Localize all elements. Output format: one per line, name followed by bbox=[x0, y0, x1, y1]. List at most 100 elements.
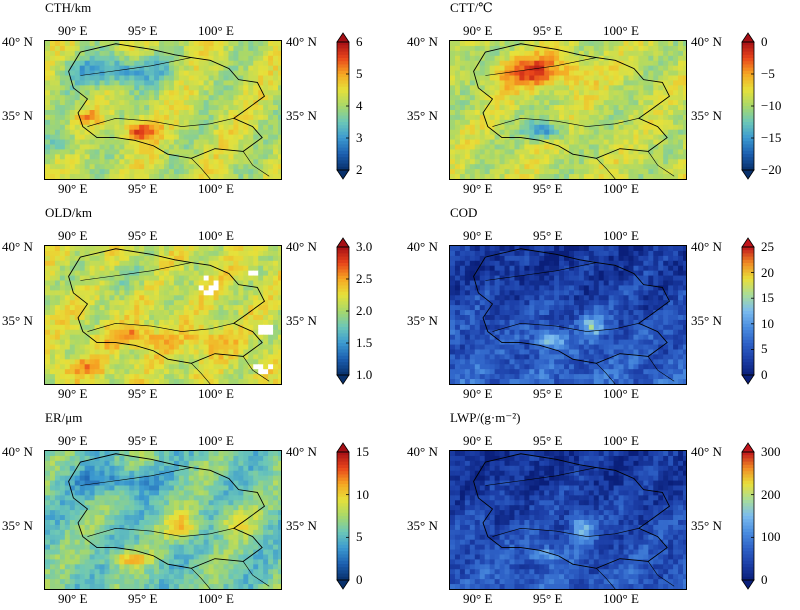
lon-label-bottom: 100° E bbox=[603, 387, 639, 401]
lon-label-top: 100° E bbox=[198, 434, 234, 448]
lat-label-left: 35° N bbox=[2, 314, 33, 328]
colorbar-tick-label: 0 bbox=[761, 35, 768, 49]
lon-label-top: 95° E bbox=[533, 229, 562, 243]
colorbar-tick-label: 200 bbox=[761, 488, 781, 502]
lon-label-bottom: 100° E bbox=[198, 387, 234, 401]
lon-label-top: 95° E bbox=[128, 24, 157, 38]
colorbar-tick-label: 1.0 bbox=[356, 368, 372, 382]
lon-label-top: 100° E bbox=[603, 229, 639, 243]
colorbar bbox=[336, 237, 350, 385]
field-raster bbox=[450, 246, 686, 384]
field-raster bbox=[45, 41, 281, 179]
lat-label-left: 35° N bbox=[407, 314, 438, 328]
colorbar-tick-label: −20 bbox=[761, 163, 781, 177]
colorbar-tick-label: 5 bbox=[356, 67, 363, 81]
panel-title: LWP/(g·m⁻²) bbox=[450, 410, 520, 426]
map-plot bbox=[449, 40, 687, 180]
lon-label-top: 100° E bbox=[603, 434, 639, 448]
panel-title: ER/μm bbox=[45, 410, 82, 426]
colorbar-tick-label: 5 bbox=[356, 530, 363, 544]
lat-label-right: 40° N bbox=[691, 240, 722, 254]
lat-label-right: 40° N bbox=[286, 445, 317, 459]
lat-label-right: 35° N bbox=[286, 519, 317, 533]
colorbar-tick-label: −15 bbox=[761, 131, 781, 145]
lon-label-bottom: 95° E bbox=[128, 182, 157, 196]
colorbar-tick-label: 20 bbox=[761, 266, 774, 280]
colorbar-tick-label: 3 bbox=[356, 131, 363, 145]
colorbar-tick-label: 0 bbox=[761, 573, 768, 587]
lon-label-top: 95° E bbox=[128, 229, 157, 243]
lat-label-left: 40° N bbox=[407, 445, 438, 459]
lon-label-bottom: 95° E bbox=[533, 387, 562, 401]
lat-label-right: 40° N bbox=[286, 35, 317, 49]
field-raster bbox=[45, 451, 281, 589]
colorbar bbox=[741, 32, 755, 180]
colorbar-tick-label: −10 bbox=[761, 99, 781, 113]
lon-label-top: 90° E bbox=[463, 229, 492, 243]
field-raster bbox=[450, 451, 686, 589]
lon-label-top: 100° E bbox=[198, 229, 234, 243]
lon-label-top: 100° E bbox=[198, 24, 234, 38]
lat-label-right: 35° N bbox=[691, 519, 722, 533]
lat-label-left: 35° N bbox=[407, 109, 438, 123]
colorbar-tick-label: 10 bbox=[761, 317, 774, 331]
colorbar-tick-label: 6 bbox=[356, 35, 363, 49]
panel-title: CTH/km bbox=[45, 0, 91, 16]
colorbar-tick-label: 0 bbox=[356, 573, 363, 587]
colorbar-tick-label: 2.5 bbox=[356, 272, 372, 286]
colorbar-tick-label: 300 bbox=[761, 445, 781, 459]
colorbar-tick-label: 15 bbox=[356, 445, 369, 459]
lon-label-top: 95° E bbox=[533, 434, 562, 448]
colorbar-tick-label: −5 bbox=[761, 67, 775, 81]
colorbar bbox=[741, 442, 755, 590]
lon-label-top: 95° E bbox=[128, 434, 157, 448]
lat-label-right: 40° N bbox=[691, 35, 722, 49]
lon-label-top: 90° E bbox=[58, 434, 87, 448]
lat-label-left: 40° N bbox=[2, 445, 33, 459]
lon-label-bottom: 95° E bbox=[128, 387, 157, 401]
colorbar-tick-label: 15 bbox=[761, 291, 774, 305]
lat-label-right: 40° N bbox=[286, 240, 317, 254]
colorbar-tick-label: 25 bbox=[761, 240, 774, 254]
lat-label-left: 35° N bbox=[2, 109, 33, 123]
colorbar bbox=[336, 442, 350, 590]
lat-label-left: 40° N bbox=[2, 240, 33, 254]
lon-label-top: 90° E bbox=[463, 24, 492, 38]
lat-label-left: 35° N bbox=[2, 519, 33, 533]
colorbar-tick-label: 100 bbox=[761, 530, 781, 544]
lat-label-left: 35° N bbox=[407, 519, 438, 533]
colorbar-tick-label: 3.0 bbox=[356, 240, 372, 254]
lon-label-bottom: 100° E bbox=[198, 182, 234, 196]
lon-label-bottom: 90° E bbox=[58, 182, 87, 196]
field-raster bbox=[45, 246, 281, 384]
map-plot bbox=[44, 40, 282, 180]
lat-label-right: 40° N bbox=[691, 445, 722, 459]
colorbar-tick-label: 0 bbox=[761, 368, 768, 382]
colorbar-tick-label: 2.0 bbox=[356, 304, 372, 318]
colorbar-tick-label: 4 bbox=[356, 99, 363, 113]
lat-label-right: 35° N bbox=[286, 314, 317, 328]
lon-label-bottom: 100° E bbox=[603, 182, 639, 196]
colorbar-tick-label: 1.5 bbox=[356, 336, 372, 350]
panel-title: CTT/℃ bbox=[450, 0, 493, 16]
lon-label-bottom: 90° E bbox=[58, 387, 87, 401]
lat-label-right: 35° N bbox=[286, 109, 317, 123]
colorbar-tick-label: 10 bbox=[356, 488, 369, 502]
map-plot bbox=[44, 245, 282, 385]
lon-label-top: 95° E bbox=[533, 24, 562, 38]
lat-label-left: 40° N bbox=[407, 240, 438, 254]
colorbar-tick-label: 5 bbox=[761, 342, 768, 356]
lon-label-top: 90° E bbox=[463, 434, 492, 448]
lon-label-bottom: 90° E bbox=[463, 182, 492, 196]
map-plot bbox=[449, 450, 687, 590]
lon-label-bottom: 95° E bbox=[533, 182, 562, 196]
map-plot bbox=[44, 450, 282, 590]
lon-label-top: 100° E bbox=[603, 24, 639, 38]
lat-label-left: 40° N bbox=[407, 35, 438, 49]
lat-label-right: 35° N bbox=[691, 314, 722, 328]
